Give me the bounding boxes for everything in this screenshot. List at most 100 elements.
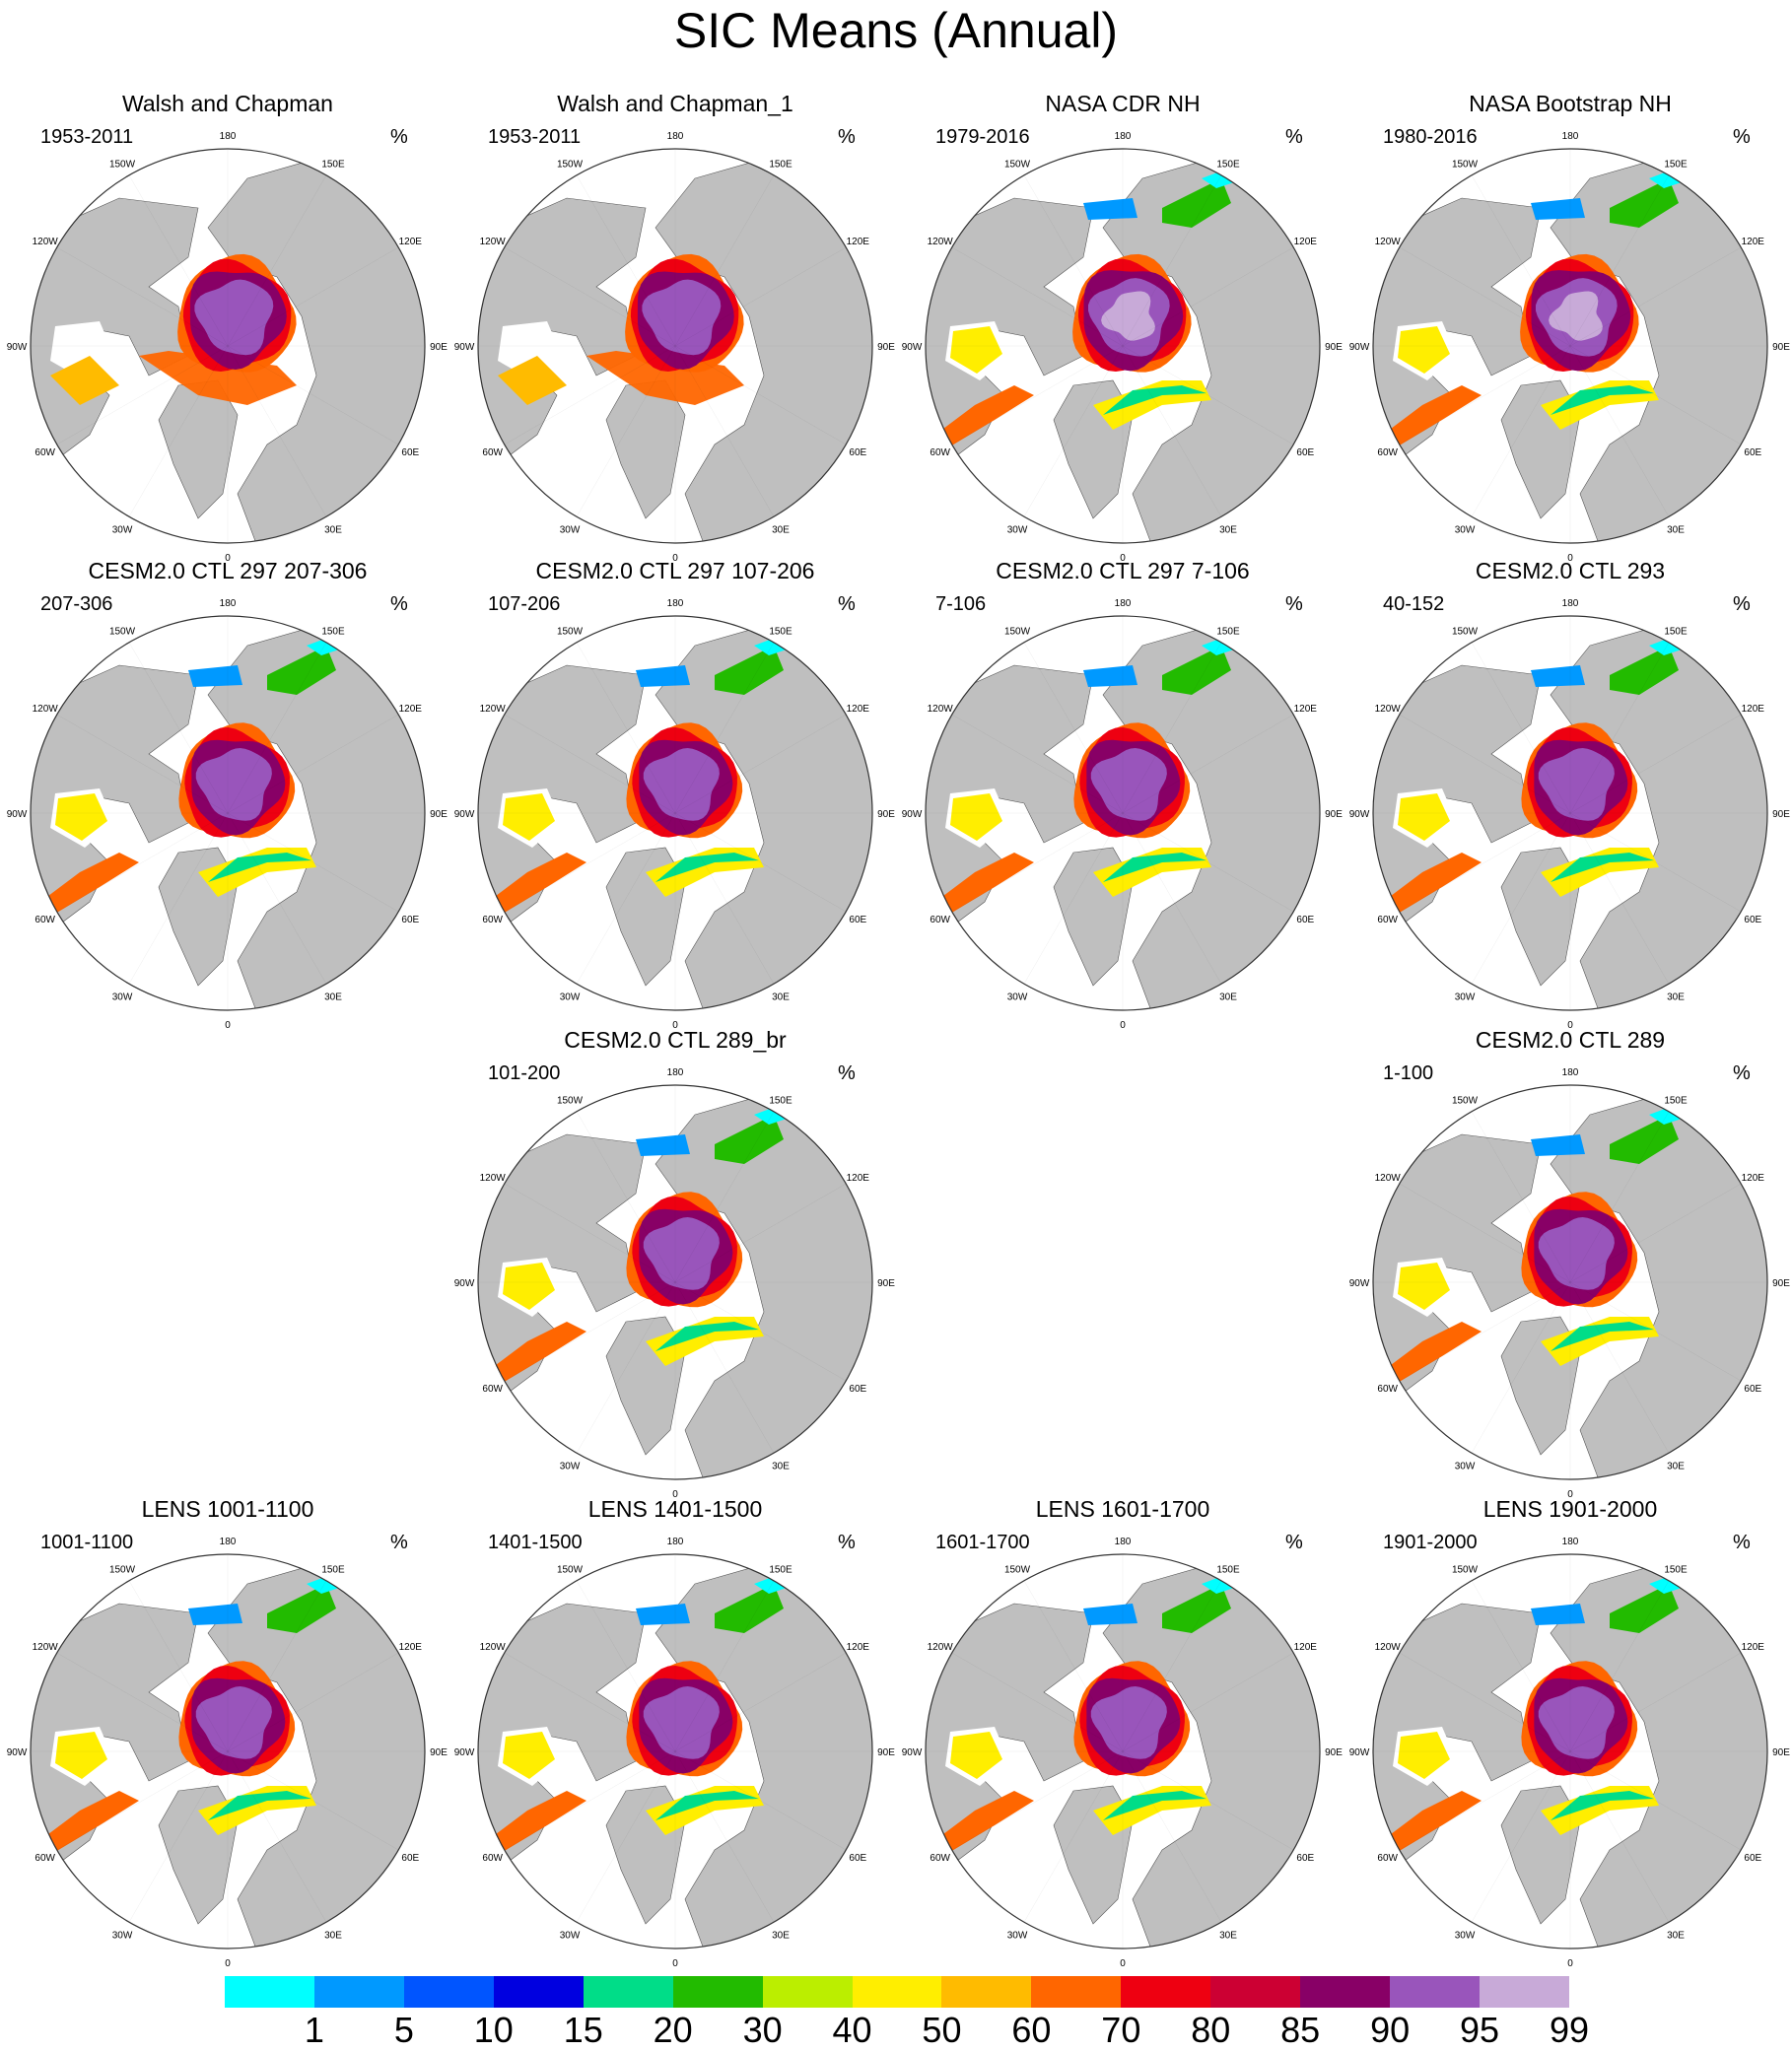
- longitude-label: 120W: [1375, 1642, 1402, 1653]
- longitude-label: 150E: [321, 160, 345, 171]
- panel-years: 107-206: [488, 593, 561, 615]
- longitude-label: 180: [220, 131, 237, 142]
- map-panel: 180 150E 120E 90E 60E 30E 0 30W 60W 90W 120W 150W Wa…: [451, 91, 899, 564]
- longitude-label: 30E: [324, 524, 342, 535]
- panel-years: 1601-1700: [935, 1532, 1030, 1553]
- colorbar-segment: [852, 1976, 942, 2008]
- longitude-label: 30W: [1007, 1930, 1028, 1941]
- central-pack-ice: [194, 279, 274, 356]
- map-boundary: [1372, 615, 1768, 1011]
- longitude-label: 30E: [1667, 524, 1685, 535]
- colorbar-segment: [403, 1976, 495, 2008]
- longitude-label: 150W: [557, 627, 584, 638]
- longitude-label: 90E: [430, 1747, 448, 1758]
- longitude-label: 90E: [1325, 1747, 1343, 1758]
- longitude-label: 90W: [902, 1747, 923, 1758]
- longitude-label: 60E: [401, 1853, 419, 1864]
- panel-units: %: [1285, 593, 1303, 615]
- longitude-label: 180: [1562, 598, 1579, 609]
- map-boundary: [925, 615, 1321, 1011]
- colorbar-segment: [1031, 1976, 1122, 2008]
- map-panel: 180 150E 120E 90E 60E 30E 0 30W 60W 90W 120W 150W CE…: [1346, 1027, 1792, 1500]
- panel-years: 7-106: [935, 593, 987, 615]
- longitude-label: 150W: [1452, 160, 1479, 171]
- panel-units: %: [1733, 593, 1751, 615]
- longitude-label: 0: [1567, 1489, 1573, 1500]
- longitude-label: 90E: [1325, 809, 1343, 820]
- colorbar-segment: [1480, 1976, 1570, 2008]
- longitude-label: 30E: [772, 1461, 790, 1471]
- map-panel: 180 150E 120E 90E 60E 30E 0 30W 60W 90W 120W 150W LE…: [4, 1496, 451, 1969]
- longitude-label: 150E: [769, 160, 793, 171]
- longitude-label: 120W: [33, 1642, 59, 1653]
- colorbar-level-label: 70: [1101, 2010, 1141, 2050]
- longitude-label: 60E: [401, 447, 419, 458]
- longitude-label: 30W: [1007, 992, 1028, 1002]
- longitude-label: 30E: [772, 992, 790, 1002]
- longitude-label: 60E: [401, 915, 419, 925]
- longitude-label: 180: [220, 598, 237, 609]
- colorbar-level-label: 30: [742, 2010, 783, 2050]
- longitude-label: 120E: [1742, 1173, 1765, 1184]
- colorbar-segment: [762, 1976, 854, 2008]
- longitude-label: 150E: [1664, 1565, 1688, 1576]
- longitude-label: 90E: [877, 1278, 895, 1289]
- central-pack-ice: [643, 1686, 720, 1759]
- longitude-label: 30E: [772, 1930, 790, 1941]
- panel-years: 40-152: [1383, 593, 1445, 615]
- longitude-label: 30E: [324, 1930, 342, 1941]
- panel-title: NASA Bootstrap NH: [1469, 91, 1672, 116]
- map-boundary: [477, 1553, 873, 1949]
- longitude-label: 120E: [1742, 237, 1765, 247]
- central-pack-ice: [1538, 1686, 1615, 1759]
- longitude-label: 150W: [1004, 627, 1031, 638]
- colorbar-level-label: 15: [563, 2010, 603, 2050]
- longitude-label: 0: [1120, 1020, 1126, 1031]
- panel-title: CESM2.0 CTL 289_br: [564, 1027, 787, 1053]
- longitude-label: 0: [672, 1489, 678, 1500]
- map-boundary: [477, 148, 873, 544]
- longitude-label: 60W: [482, 915, 503, 925]
- longitude-label: 30W: [560, 992, 581, 1002]
- panel-units: %: [390, 593, 408, 615]
- central-pack-ice: [1538, 1217, 1615, 1290]
- longitude-label: 180: [1115, 598, 1132, 609]
- longitude-label: 120E: [1294, 237, 1318, 247]
- longitude-label: 150E: [321, 627, 345, 638]
- figure-title: SIC Means (Annual): [673, 3, 1119, 58]
- colorbar-labels: 1 5 10 15 20 30 40 50 60 70 80 85 90 95 99: [0, 2011, 1792, 2050]
- longitude-label: 60E: [1744, 1853, 1761, 1864]
- longitude-label: 180: [1562, 1067, 1579, 1078]
- central-pack-ice: [195, 748, 272, 821]
- longitude-label: 90E: [430, 809, 448, 820]
- colorbar: [225, 1976, 1570, 2008]
- longitude-label: 150W: [1004, 160, 1031, 171]
- longitude-label: 60E: [1744, 447, 1761, 458]
- longitude-label: 90W: [454, 1747, 475, 1758]
- longitude-label: 30W: [560, 1461, 581, 1471]
- longitude-label: 30W: [112, 992, 133, 1002]
- panel-title: CESM2.0 CTL 293: [1475, 558, 1666, 583]
- polar-map: 180 150E 120E 90E 60E 30E 0 30W 60W 90W 120W 150W: [7, 1537, 448, 1969]
- panel-title: LENS 1401-1500: [587, 1496, 763, 1522]
- longitude-label: 180: [1562, 1537, 1579, 1547]
- map-panel: 180 150E 120E 90E 60E 30E 0 30W 60W 90W 120W 150W CE…: [1346, 558, 1792, 1031]
- colorbar-level-label: 85: [1280, 2010, 1321, 2050]
- central-pack-ice: [1549, 291, 1603, 341]
- longitude-label: 30W: [1455, 1930, 1476, 1941]
- longitude-label: 30E: [1667, 1461, 1685, 1471]
- panel-years: 1953-2011: [40, 126, 134, 148]
- map-panel: 180 150E 120E 90E 60E 30E 0 30W 60W 90W 120W 150W LE…: [1346, 1496, 1792, 1969]
- longitude-label: 30W: [560, 1930, 581, 1941]
- map-boundary: [1372, 148, 1768, 544]
- longitude-label: 30E: [772, 524, 790, 535]
- longitude-label: 60W: [930, 447, 950, 458]
- longitude-label: 30W: [1455, 1461, 1476, 1471]
- panel-years: 1901-2000: [1383, 1532, 1478, 1553]
- longitude-label: 0: [1567, 1958, 1573, 1969]
- longitude-label: 30W: [112, 524, 133, 535]
- map-boundary: [1372, 1084, 1768, 1480]
- polar-map: 180 150E 120E 90E 60E 30E 0 30W 60W 90W 120W 150W: [902, 131, 1344, 564]
- longitude-label: 90W: [454, 342, 475, 353]
- panel-years: 1001-1100: [40, 1532, 134, 1553]
